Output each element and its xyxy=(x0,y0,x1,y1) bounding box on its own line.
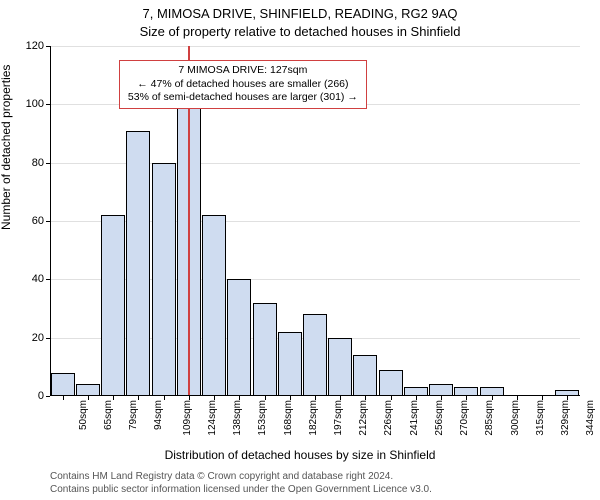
x-tick-label: 109sqm xyxy=(181,400,192,436)
y-tick-label: 60 xyxy=(32,215,44,227)
footer-attribution: Contains HM Land Registry data © Crown c… xyxy=(50,471,432,496)
x-tick-label: 270sqm xyxy=(459,400,470,436)
y-tick-label: 100 xyxy=(26,98,44,110)
x-tick-mark xyxy=(441,396,442,400)
x-tick-mark xyxy=(138,396,139,400)
x-tick-mark xyxy=(466,396,467,400)
x-tick-label: 79sqm xyxy=(128,400,139,430)
histogram-bar xyxy=(126,131,150,396)
y-tick-label: 0 xyxy=(38,390,44,402)
x-tick-mark xyxy=(492,396,493,400)
x-tick-mark xyxy=(290,396,291,400)
x-tick-mark xyxy=(265,396,266,400)
histogram-bar xyxy=(303,314,327,396)
histogram-bar xyxy=(227,279,251,396)
x-tick-mark xyxy=(365,396,366,400)
y-tick-label: 80 xyxy=(32,157,44,169)
histogram-bar xyxy=(202,215,226,396)
x-tick-label: 241sqm xyxy=(408,400,419,436)
histogram-bar xyxy=(253,303,277,396)
x-tick-label: 65sqm xyxy=(103,400,114,430)
x-tick-label: 212sqm xyxy=(358,400,369,436)
x-tick-mark xyxy=(567,396,568,400)
x-tick-mark xyxy=(517,396,518,400)
x-tick-label: 182sqm xyxy=(308,400,319,436)
x-tick-label: 197sqm xyxy=(333,400,344,436)
x-tick-label: 124sqm xyxy=(207,400,218,436)
x-tick-label: 344sqm xyxy=(585,400,596,436)
footer-line2: Contains public sector information licen… xyxy=(50,484,432,497)
chart-title-line2: Size of property relative to detached ho… xyxy=(0,24,600,39)
x-tick-mark xyxy=(315,396,316,400)
x-tick-label: 50sqm xyxy=(78,400,89,430)
y-axis-line xyxy=(50,46,51,396)
x-tick-mark xyxy=(542,396,543,400)
histogram-bar xyxy=(101,215,125,396)
chart-title-line1: 7, MIMOSA DRIVE, SHINFIELD, READING, RG2… xyxy=(0,6,600,21)
chart-plot-area: 02040608010012050sqm65sqm79sqm94sqm109sq… xyxy=(50,46,580,396)
x-tick-label: 168sqm xyxy=(282,400,293,436)
footer-line1: Contains HM Land Registry data © Crown c… xyxy=(50,471,432,484)
x-tick-label: 285sqm xyxy=(484,400,495,436)
histogram-bar xyxy=(353,355,377,396)
annotation-box: 7 MIMOSA DRIVE: 127sqm← 47% of detached … xyxy=(119,60,367,109)
histogram-bar xyxy=(152,163,176,396)
x-tick-mark xyxy=(63,396,64,400)
x-tick-mark xyxy=(391,396,392,400)
x-axis-label: Distribution of detached houses by size … xyxy=(0,448,600,462)
annotation-line: 53% of semi-detached houses are larger (… xyxy=(128,91,358,105)
x-tick-mark xyxy=(416,396,417,400)
x-tick-label: 329sqm xyxy=(560,400,571,436)
x-tick-label: 256sqm xyxy=(434,400,445,436)
x-tick-mark xyxy=(113,396,114,400)
histogram-bar xyxy=(51,373,75,396)
y-gridline xyxy=(50,46,580,47)
x-tick-label: 300sqm xyxy=(509,400,520,436)
plot-inner: 02040608010012050sqm65sqm79sqm94sqm109sq… xyxy=(50,46,580,396)
histogram-bar xyxy=(328,338,352,396)
x-tick-label: 153sqm xyxy=(257,400,268,436)
histogram-bar xyxy=(379,370,403,396)
x-tick-mark xyxy=(189,396,190,400)
x-axis-line xyxy=(50,395,580,396)
x-tick-label: 138sqm xyxy=(232,400,243,436)
x-tick-mark xyxy=(214,396,215,400)
x-tick-mark xyxy=(239,396,240,400)
y-tick-mark xyxy=(46,396,50,397)
x-tick-label: 226sqm xyxy=(383,400,394,436)
y-tick-label: 20 xyxy=(32,332,44,344)
x-tick-mark xyxy=(340,396,341,400)
annotation-line: 7 MIMOSA DRIVE: 127sqm xyxy=(128,64,358,78)
annotation-line: ← 47% of detached houses are smaller (26… xyxy=(128,78,358,92)
x-tick-mark xyxy=(88,396,89,400)
x-tick-mark xyxy=(164,396,165,400)
y-axis-label: Number of detached properties xyxy=(0,65,13,230)
x-tick-label: 315sqm xyxy=(535,400,546,436)
x-tick-label: 94sqm xyxy=(153,400,164,430)
y-tick-label: 120 xyxy=(26,40,44,52)
y-tick-label: 40 xyxy=(32,273,44,285)
histogram-bar xyxy=(278,332,302,396)
